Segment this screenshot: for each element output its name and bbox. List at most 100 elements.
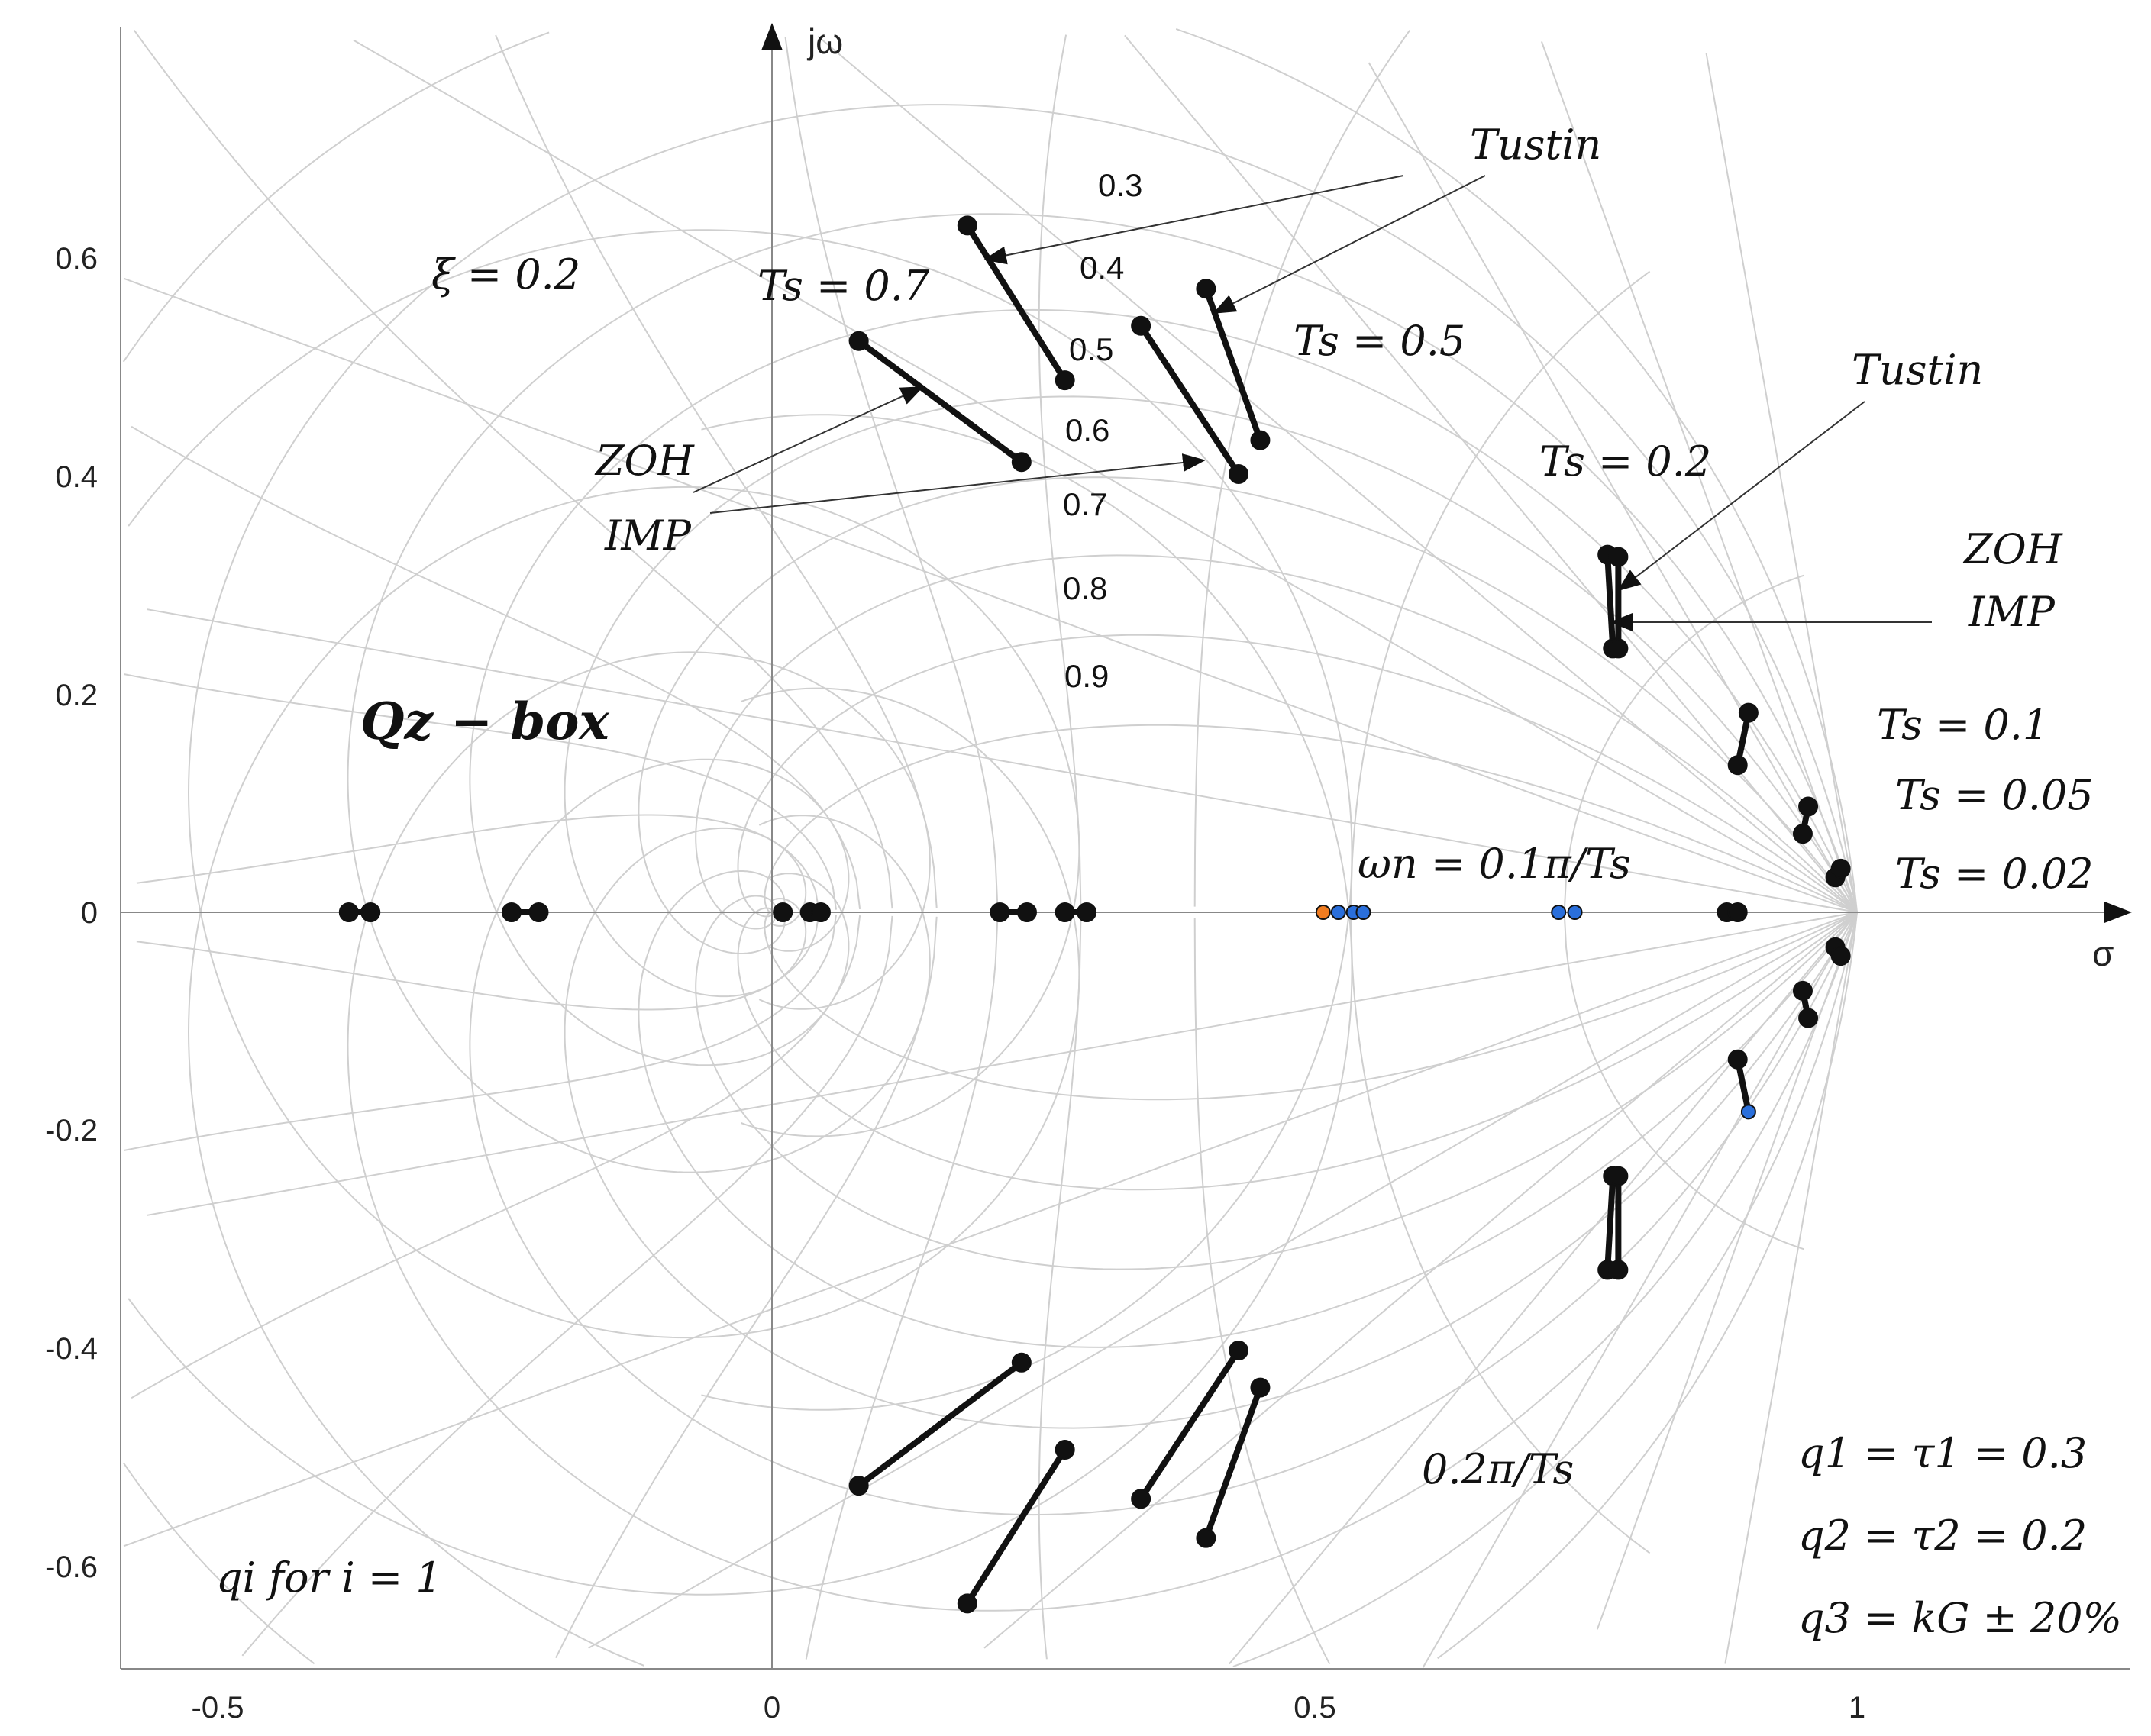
damping-grid-line: [347, 213, 1858, 1173]
x-tick-label: 1: [1849, 1691, 1865, 1725]
pole-point: [957, 215, 977, 236]
frequency-grid-line: [1350, 270, 1651, 908]
frequency-grid-line: [1193, 30, 1411, 907]
damping-grid-line: [695, 895, 1858, 1270]
radial-grid-line: [1229, 912, 1858, 1665]
y-tick-label: 0: [81, 896, 98, 930]
pole-point: [810, 902, 831, 922]
pole-point: [1727, 755, 1748, 776]
annotation-arrows: [693, 175, 1932, 631]
pole-point: [1727, 1049, 1748, 1070]
pole-points: [338, 215, 1851, 1614]
pole-point: [1551, 905, 1567, 920]
tustin-arrow-right: [1617, 401, 1865, 592]
pole-point: [1055, 1440, 1075, 1460]
pole-point: [1608, 1260, 1629, 1280]
pole-point: [1798, 1008, 1819, 1028]
pole-point: [360, 902, 381, 922]
zeta-label: 0.5: [1069, 331, 1113, 367]
pole-point: [1567, 905, 1583, 920]
radial-grid-line: [1705, 53, 1858, 913]
pole-point: [1196, 279, 1216, 299]
pole-point: [1229, 463, 1249, 484]
frequency-grid-line: [123, 915, 837, 1151]
damping-grid-line: [564, 395, 1858, 998]
radial-grid-line: [588, 912, 1858, 1649]
frequency-grid-line: [131, 915, 861, 1399]
tustin-label-right: Tustin: [1852, 346, 1983, 394]
pole-segment: [1138, 1347, 1242, 1502]
radial-grid-line: [1724, 912, 1858, 1664]
pole-point: [1608, 547, 1629, 567]
frequency-grid-line: [1193, 918, 1331, 1665]
radial-grid-line: [1422, 912, 1858, 1668]
pole-segment: [855, 1359, 1025, 1489]
frequency-grid-line: [1350, 917, 1651, 1554]
pole-point: [338, 902, 359, 922]
pole-point: [957, 1593, 977, 1614]
pole-point: [1016, 902, 1037, 922]
y-tick-label: 0.2: [55, 679, 98, 712]
radial-grid-line: [123, 277, 1858, 913]
ts02-label: Ts = 0.2: [1539, 437, 1711, 486]
radial-grid-line: [353, 39, 1858, 913]
damping-grid-line: [469, 758, 1858, 1516]
pole-point: [1011, 452, 1032, 473]
x-axis-label: σ: [2092, 934, 2114, 973]
tustin-arrow-1: [983, 175, 1404, 265]
ts002-label: Ts = 0.02: [1895, 850, 2094, 898]
xi-label: ξ = 0.2: [431, 250, 580, 298]
pole-point: [1055, 370, 1075, 391]
pole-point: [773, 902, 793, 922]
radial-grid-line: [983, 912, 1858, 1649]
damping-grid-line: [187, 104, 1858, 1339]
frequency-grid-line: [805, 917, 999, 1660]
pole-point: [1792, 980, 1813, 1001]
x-tick-labels: -0.5 0 0.5 1: [192, 1691, 1866, 1725]
zeta-label: 0.8: [1063, 570, 1107, 606]
frequency-grid-line: [1038, 34, 1082, 907]
frequency-grid-line: [241, 915, 893, 1657]
frequency-grid-line: [1563, 915, 1804, 1250]
chart-title: Qz − box: [360, 692, 609, 751]
pole-point: [1792, 824, 1813, 844]
damping-grid-line: [347, 651, 1858, 1612]
radial-grid-line: [817, 35, 1858, 913]
frequency-grid-line: [123, 673, 837, 910]
ts05-label: Ts = 0.5: [1294, 317, 1465, 365]
pole-point: [1727, 902, 1748, 922]
pole-point: [1131, 1489, 1151, 1509]
zoh-label-right: ZOH: [1962, 525, 2063, 573]
pole-segment: [964, 222, 1068, 384]
y-tick-label: 0.6: [55, 242, 98, 276]
frequency-grid-line: [555, 916, 938, 1659]
y-tick-label: -0.6: [45, 1550, 98, 1584]
tustin-arrow-2: [1213, 175, 1486, 314]
radial-grid-line: [123, 912, 1858, 1547]
pole-point: [1330, 905, 1346, 920]
wn02-label: 0.2π/Ts: [1422, 1445, 1574, 1493]
q3-label: q3 = kG ± 20%: [1798, 1594, 2122, 1642]
y-tick-label: 0.4: [55, 460, 98, 494]
q2-label: q2 = τ2 = 0.2: [1798, 1512, 2087, 1560]
pole-point: [1738, 702, 1759, 723]
frequency-grid-line: [136, 814, 820, 911]
radial-grid-line: [147, 912, 1858, 1216]
frequency-grid-line: [136, 914, 820, 1011]
pole-point: [1196, 1528, 1216, 1548]
pole-point: [501, 902, 522, 922]
pole-segment: [964, 1447, 1068, 1607]
pole-point: [1315, 905, 1331, 920]
pole-point: [1830, 858, 1851, 879]
pole-point: [1830, 946, 1851, 966]
imp-label-right: IMP: [1968, 588, 2056, 636]
pole-point: [1131, 315, 1151, 336]
pole-point: [1798, 796, 1819, 817]
pole-point: [848, 331, 869, 351]
damping-grid-line: [737, 634, 1858, 918]
y-tick-label: -0.4: [45, 1332, 98, 1366]
damping-grid-line: [564, 827, 1858, 1429]
qi-label: qi for i = 1: [216, 1554, 442, 1602]
damping-grid-line: [469, 308, 1858, 1066]
